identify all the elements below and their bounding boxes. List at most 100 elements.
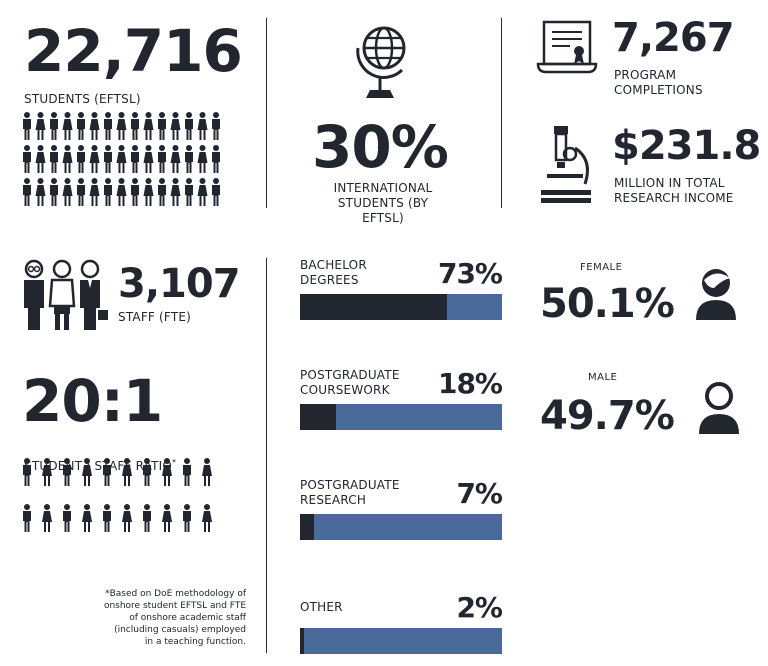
person-icon: [143, 178, 154, 206]
person-icon: [35, 112, 46, 140]
microscope-icon: [541, 126, 591, 203]
person-icon: [42, 504, 52, 532]
degree-label: OTHER: [300, 600, 343, 614]
male-person-icon: [699, 382, 739, 434]
person-icon: [131, 178, 139, 206]
research-value: $231.8: [612, 123, 761, 169]
staff-label: STAFF (FTE): [118, 310, 192, 324]
person-icon: [131, 112, 139, 140]
person-icon: [197, 178, 208, 206]
divider-top-right: [501, 18, 502, 208]
person-icon: [103, 458, 111, 486]
person-icon: [62, 112, 73, 140]
student-people-icons: [23, 112, 220, 206]
degree-bar-track: [300, 628, 502, 654]
person-icon: [35, 178, 46, 206]
female-person-icon: [696, 269, 736, 320]
person-icon: [185, 178, 193, 206]
completions-value: 7,267: [612, 15, 735, 61]
person-icon: [63, 458, 71, 486]
person-icon: [185, 112, 193, 140]
person-icon: [170, 145, 181, 173]
person-icon: [116, 178, 127, 206]
international-value: 30%: [312, 113, 449, 181]
footnote: *Based on DoE methodology of onshore stu…: [103, 589, 246, 647]
person-icon: [89, 145, 100, 173]
research-label: MILLION IN TOTAL RESEARCH INCOME: [614, 176, 734, 205]
divider-bottom: [266, 258, 267, 653]
person-icon: [185, 145, 193, 173]
person-icon: [158, 145, 166, 173]
degree-bar-track: [300, 514, 502, 540]
person-icon: [197, 112, 208, 140]
person-icon: [63, 504, 71, 532]
person-icon: [143, 112, 154, 140]
degree-bar-fill: [300, 294, 448, 320]
female-value: 50.1%: [540, 281, 675, 327]
person-icon: [104, 145, 112, 173]
person-icon: [202, 504, 212, 532]
person-icon: [143, 458, 151, 486]
degree-label: POSTGRADUATE COURSEWORK: [300, 368, 400, 397]
degree-bar-fill: [300, 628, 305, 654]
person-icon: [122, 504, 132, 532]
person-icon: [89, 178, 100, 206]
degree-bar-track: [300, 294, 502, 320]
person-icon: [170, 178, 181, 206]
person-icon: [162, 458, 172, 486]
person-icon: [42, 458, 52, 486]
person-icon: [162, 504, 172, 532]
person-icon: [143, 504, 151, 532]
degree-percent: 2%: [456, 591, 503, 624]
ratio-people-icons: [23, 458, 212, 532]
students-value: 22,716: [24, 17, 243, 85]
person-icon: [158, 112, 166, 140]
person-icon: [50, 112, 58, 140]
globe-icon: [356, 26, 406, 98]
person-icon: [77, 145, 85, 173]
person-icon: [131, 145, 139, 173]
ratio-footnote-marker: *: [172, 458, 177, 467]
certificate-icon: [536, 20, 598, 74]
ratio-value: 20:1: [22, 367, 163, 435]
person-icon: [50, 145, 58, 173]
degree-percent: 73%: [437, 257, 503, 290]
divider-top-left: [266, 18, 267, 208]
completions-label: PROGRAM COMPLETIONS: [614, 68, 703, 97]
person-icon: [212, 178, 220, 206]
person-icon: [23, 458, 31, 486]
person-icon: [170, 112, 181, 140]
degree-bar-track: [300, 404, 502, 430]
person-icon: [122, 458, 132, 486]
person-icon: [116, 145, 127, 173]
students-label: STUDENTS (EFTSL): [24, 92, 141, 106]
person-icon: [104, 112, 112, 140]
person-icon: [23, 112, 31, 140]
person-icon: [103, 504, 111, 532]
person-icon: [50, 178, 58, 206]
person-icon: [89, 112, 100, 140]
person-icon: [35, 145, 46, 173]
person-icon: [183, 458, 191, 486]
degree-label: POSTGRADUATE RESEARCH: [300, 478, 400, 507]
staff-value: 3,107: [118, 261, 241, 307]
person-icon: [202, 458, 212, 486]
person-icon: [183, 504, 191, 532]
degree-percent: 7%: [456, 477, 503, 510]
degree-percent: 18%: [437, 367, 503, 400]
degree-bar-fill: [300, 404, 337, 430]
person-icon: [62, 145, 73, 173]
person-icon: [82, 504, 92, 532]
person-icon: [158, 178, 166, 206]
female-label: FEMALE: [580, 262, 623, 273]
person-icon: [23, 504, 31, 532]
staff-group-icon: [24, 259, 108, 330]
person-icon: [104, 178, 112, 206]
person-icon: [23, 178, 31, 206]
person-icon: [212, 112, 220, 140]
degree-label: BACHELOR DEGREES: [300, 258, 367, 287]
person-icon: [197, 145, 208, 173]
male-label: MALE: [588, 372, 618, 383]
person-icon: [77, 112, 85, 140]
person-icon: [23, 145, 31, 173]
